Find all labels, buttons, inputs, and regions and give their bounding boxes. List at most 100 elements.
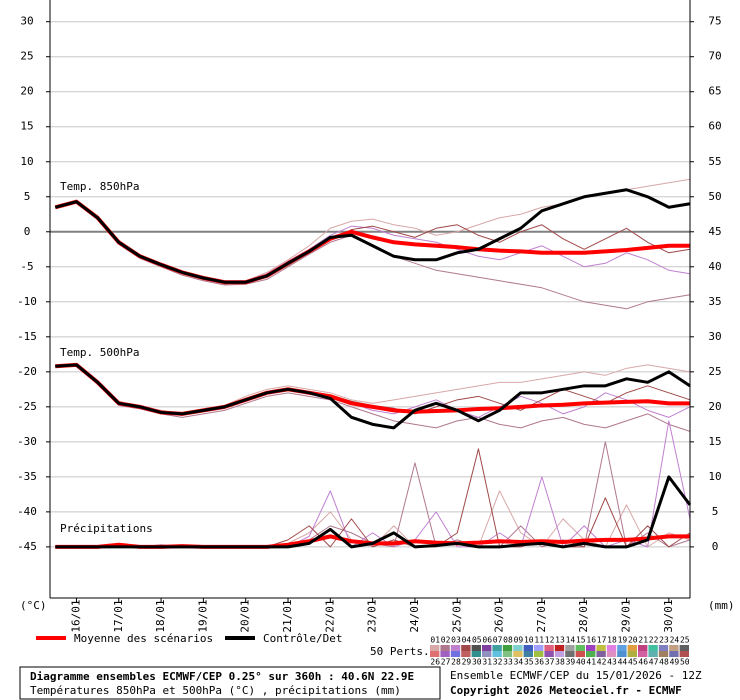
pert-swatch xyxy=(450,651,461,657)
pert-number: 24 xyxy=(670,636,680,645)
y-tick-label: 30 xyxy=(20,15,33,28)
pert-swatch xyxy=(627,651,637,657)
pert-swatch xyxy=(492,651,502,657)
pert-number: 16 xyxy=(586,636,596,645)
pert-number: 26 xyxy=(430,658,440,667)
footer-box xyxy=(19,666,441,700)
pert-swatch xyxy=(669,651,679,657)
pert-swatch xyxy=(482,645,492,651)
control-line xyxy=(54,188,691,284)
annotation: Précipitations xyxy=(60,522,153,535)
pert-swatch xyxy=(534,645,544,651)
pert-number: 50 xyxy=(680,658,690,667)
y2-tick-label: 45 xyxy=(708,225,721,238)
pert-swatch xyxy=(679,645,689,651)
pert-swatch xyxy=(554,645,565,651)
y-tick-label: -40 xyxy=(17,505,37,518)
pert-number: 36 xyxy=(534,658,544,667)
y2-tick-label: 35 xyxy=(708,295,721,308)
footer-subtitle: Températures 850hPa et 500hPa (°C) , pré… xyxy=(30,684,401,697)
y-axis-label: (°C) xyxy=(20,599,47,612)
y2-tick-label: 70 xyxy=(708,50,721,63)
pert-swatch xyxy=(513,645,523,651)
pert-number: 15 xyxy=(576,636,586,645)
pert-swatch xyxy=(565,651,575,657)
pert-number: 35 xyxy=(524,658,534,667)
y2-tick-label: 5 xyxy=(712,505,719,518)
pert-number: 18 xyxy=(607,636,617,645)
x-tick-label: 26/01 xyxy=(493,599,506,632)
pert-number: 28 xyxy=(451,658,461,667)
pert-swatch xyxy=(617,651,627,657)
pert-swatch xyxy=(658,645,669,651)
annotation: Temp. 500hPa xyxy=(60,346,139,359)
pert-number: 40 xyxy=(576,658,586,667)
footer-copyright: Copyright 2026 Meteociel.fr - ECMWF xyxy=(450,684,682,697)
pert-number: 04 xyxy=(462,636,472,645)
pert-swatch xyxy=(461,651,471,657)
pert-number: 37 xyxy=(545,658,555,667)
y2-tick-label: 50 xyxy=(708,190,721,203)
pert-number: 14 xyxy=(566,636,576,645)
pert-swatch xyxy=(502,651,513,657)
footer-title: Diagramme ensembles ECMWF/CEP 0.25° sur … xyxy=(30,670,414,683)
pert-number: 41 xyxy=(586,658,596,667)
x-tick-label: 21/01 xyxy=(281,599,294,632)
control-line xyxy=(55,363,691,430)
pert-swatch xyxy=(544,651,554,657)
pert-number: 29 xyxy=(462,658,472,667)
pert-number: 22 xyxy=(649,636,659,645)
pert-swatch xyxy=(586,645,596,651)
y2-tick-label: 40 xyxy=(708,260,721,273)
pert-number: 31 xyxy=(482,658,492,667)
control-line xyxy=(55,475,692,549)
y-tick-label: -35 xyxy=(17,470,37,483)
pert-number: 20 xyxy=(628,636,638,645)
pert-number: 02 xyxy=(441,636,451,645)
pert-number: 32 xyxy=(493,658,503,667)
pert-swatch xyxy=(471,651,481,657)
pert-swatch xyxy=(596,651,606,657)
y2-tick-label: 60 xyxy=(708,120,721,133)
pert-swatch xyxy=(586,651,596,657)
pert-swatch xyxy=(575,645,585,651)
pert-number: 03 xyxy=(451,636,461,645)
x-tick-label: 22/01 xyxy=(323,599,336,632)
y2-tick-label: 10 xyxy=(708,470,721,483)
x-tick-label: 29/01 xyxy=(620,599,633,632)
pert-number: 27 xyxy=(441,658,451,667)
plot-lines xyxy=(54,178,692,549)
pert-swatch xyxy=(492,645,502,651)
y2-tick-label: 25 xyxy=(708,365,721,378)
pert-number: 30 xyxy=(472,658,482,667)
legend-label: Contrôle/Det xyxy=(263,632,342,645)
pert-number: 10 xyxy=(524,636,534,645)
y2-tick-label: 65 xyxy=(708,85,721,98)
pert-swatch xyxy=(606,651,617,657)
pert-swatch xyxy=(565,645,575,651)
x-tick-label: 16/01 xyxy=(69,599,82,632)
pert-number: 08 xyxy=(503,636,513,645)
pert-number: 12 xyxy=(545,636,555,645)
pert-swatch xyxy=(440,651,450,657)
pert-number: 05 xyxy=(472,636,482,645)
pert-swatch xyxy=(430,651,440,657)
pert-swatch xyxy=(648,651,658,657)
y2-tick-label: 0 xyxy=(712,540,719,553)
pert-number: 39 xyxy=(566,658,576,667)
legend-label: Moyenne des scénarios xyxy=(74,632,213,645)
pert-swatch xyxy=(502,645,513,651)
legend: Moyenne des scénarios Contrôle/Det 50 Pert… xyxy=(36,632,690,667)
pert-number: 38 xyxy=(555,658,565,667)
y-tick-label: 0 xyxy=(24,225,31,238)
pert-number: 09 xyxy=(514,636,524,645)
y-tick-label: 25 xyxy=(20,50,33,63)
pert-swatch xyxy=(617,645,627,651)
pert-swatch xyxy=(461,645,471,651)
pert-number: 17 xyxy=(597,636,607,645)
y2-tick-label: 75 xyxy=(708,15,721,28)
pert-swatch xyxy=(513,651,523,657)
pert-number: 01 xyxy=(430,636,440,645)
pert-swatch xyxy=(450,645,461,651)
